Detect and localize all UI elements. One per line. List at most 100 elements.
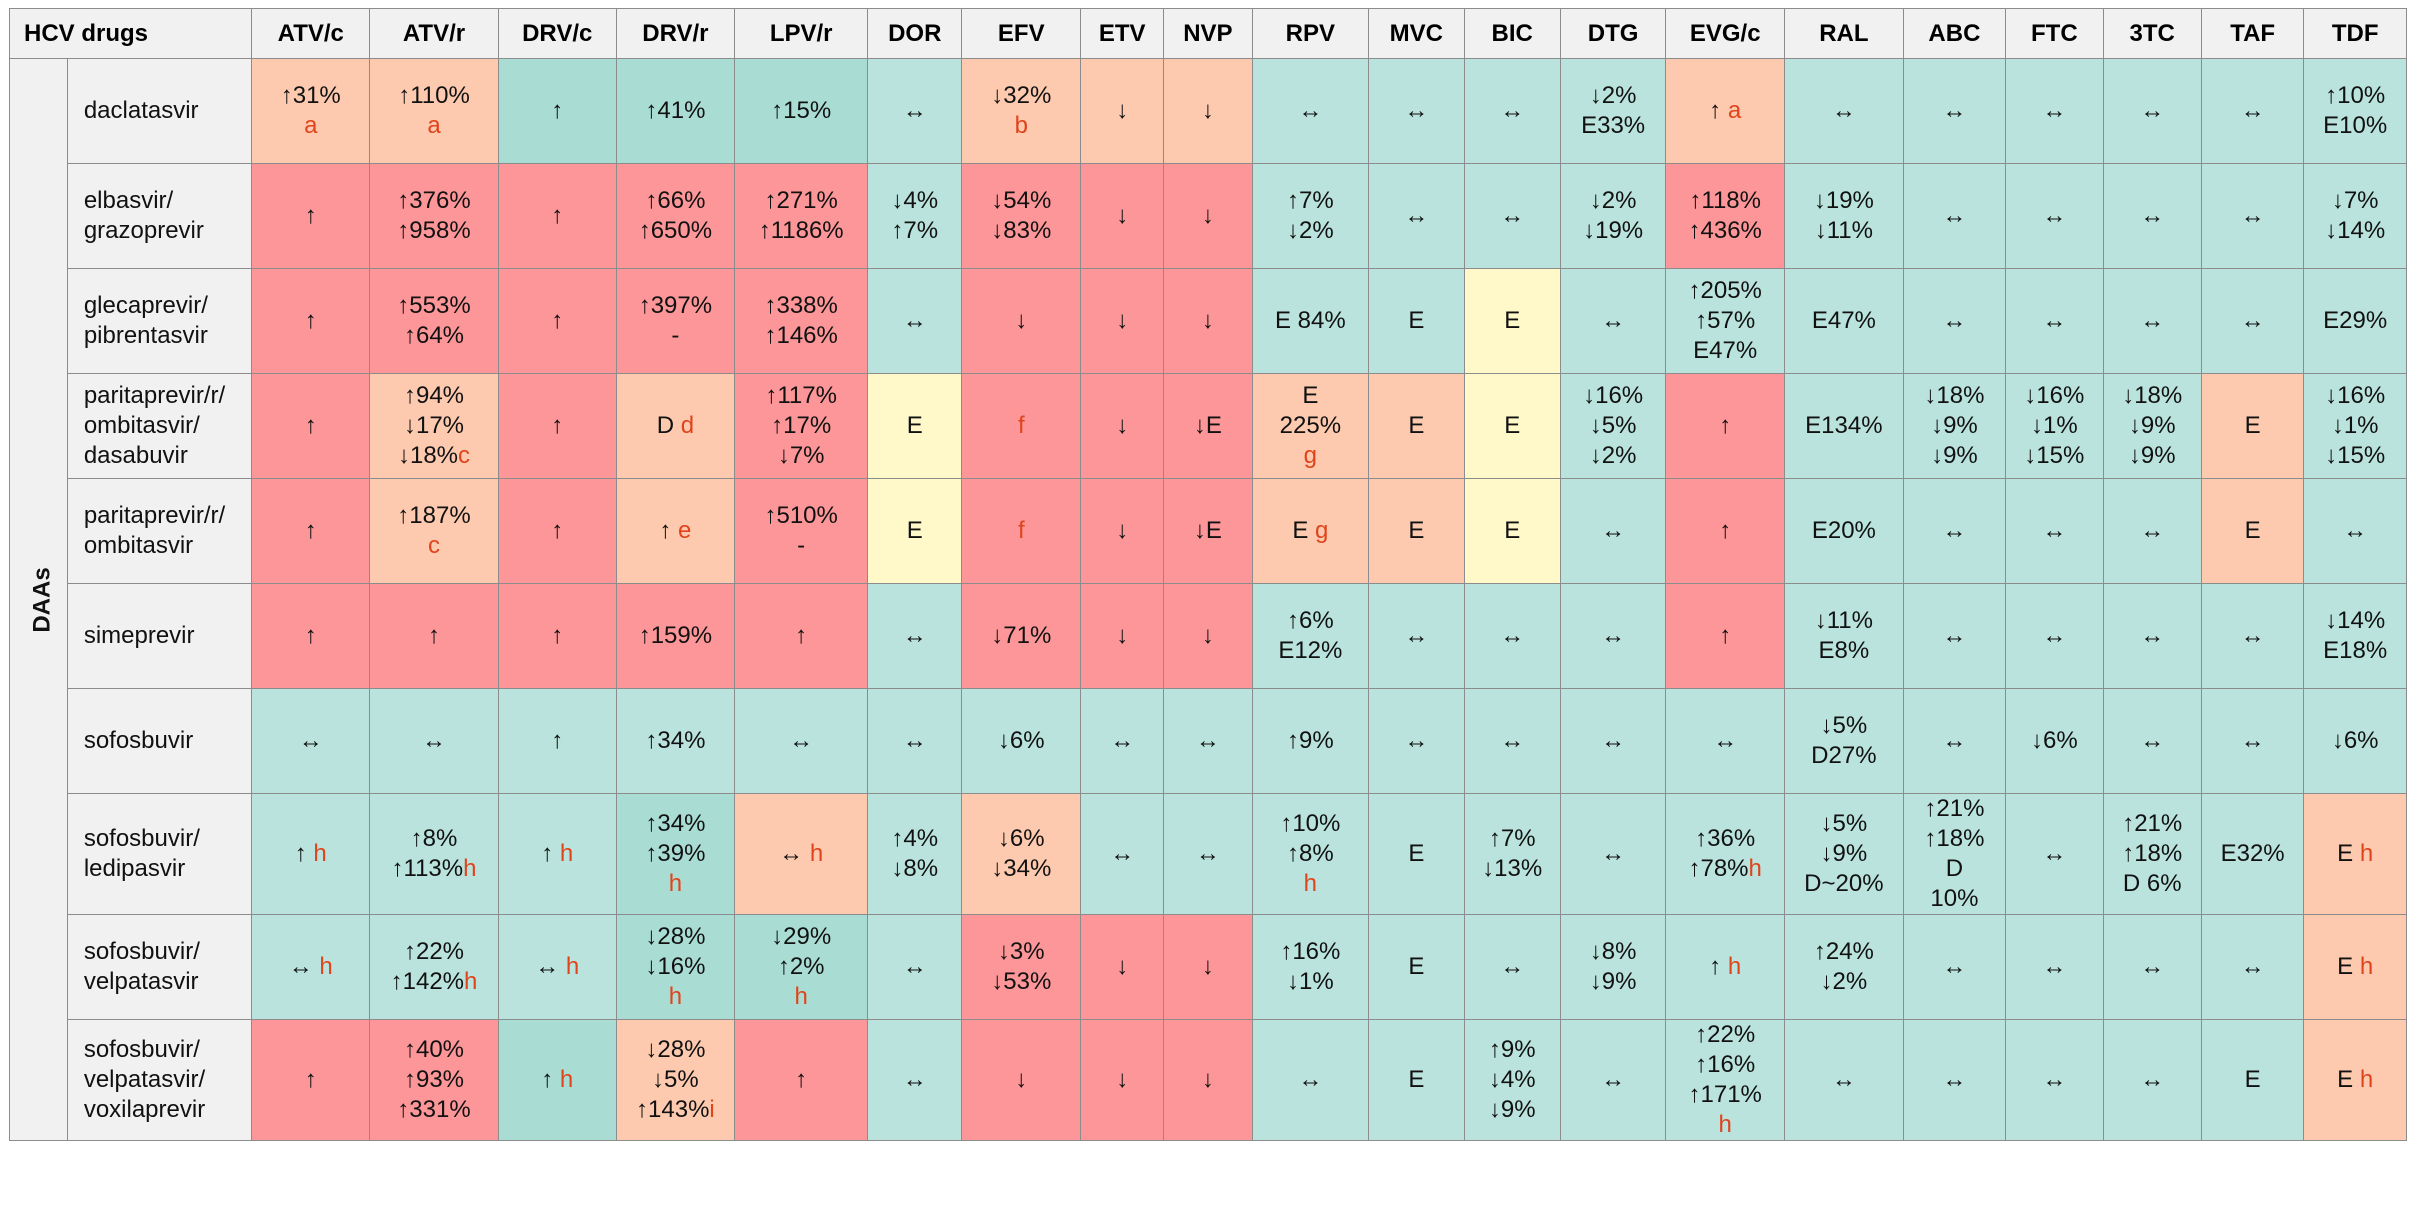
interaction-cell: ↔ <box>1163 793 1253 915</box>
interaction-line: ↔ <box>2104 306 2201 336</box>
interaction-value: ↔ <box>1942 622 1967 649</box>
interaction-line: E18% <box>2304 636 2406 666</box>
interaction-cell: E h <box>2303 1019 2407 1141</box>
interaction-value: ↑110% <box>398 82 470 109</box>
interaction-line: b <box>962 111 1080 141</box>
interaction-value: E32% <box>2220 840 2285 867</box>
interaction-value: ↔ <box>2042 953 2067 980</box>
interaction-line: ↔ <box>2104 1065 2201 1095</box>
interaction-line: ↔ <box>2006 96 2102 126</box>
interaction-value: ↓18% <box>2122 382 2183 409</box>
interaction-value: ↓8% <box>891 855 939 882</box>
interaction-value: ↓5% <box>1589 412 1637 439</box>
interaction-cell: ↔ <box>2005 478 2104 584</box>
interaction-value: ↓3% <box>997 938 1045 965</box>
interaction-cell: ↔ <box>2102 478 2202 584</box>
interaction-value: ↓71% <box>991 622 1052 649</box>
interaction-line: ↓2% <box>1561 441 1665 471</box>
interaction-cell: ↑ <box>1665 583 1786 689</box>
interaction-cell: E 225% g <box>1251 373 1370 479</box>
interaction-line: ↓3% <box>962 937 1080 967</box>
drug-name-cell: paritaprevir/r/ombitasvir/dasabuvir <box>66 373 253 479</box>
interaction-cell: ↑16% ↓1% <box>1251 914 1370 1020</box>
interaction-cell: ↓6% <box>961 688 1082 794</box>
interaction-line: ↑21% <box>2104 809 2201 839</box>
interaction-line: ↔ <box>2006 839 2102 869</box>
interaction-line: ↓16% <box>1561 381 1665 411</box>
interaction-cell: E134% <box>1784 373 1904 479</box>
interaction-cell: ↓16% ↓1% ↓15% <box>2005 373 2104 479</box>
interaction-line: ↑7% <box>1465 824 1560 854</box>
interaction-value: ↑10% <box>1280 810 1341 837</box>
interaction-value: ↑18% <box>2122 840 2183 867</box>
interaction-line: ↓9% <box>1465 1095 1560 1125</box>
interaction-line: E20% <box>1785 516 1903 546</box>
interaction-line: ↑6% <box>1253 606 1369 636</box>
interaction-cell: ↓3% ↓53% <box>961 914 1082 1020</box>
interaction-value: ↔ <box>1942 727 1967 754</box>
interaction-line: ↑4% <box>868 824 961 854</box>
interaction-line: c <box>370 531 498 561</box>
interaction-line: ↔ <box>1666 726 1784 756</box>
interaction-cell: ↑ <box>497 373 617 479</box>
interaction-value: ↑9% <box>1287 727 1334 754</box>
interaction-value: ↑ <box>304 1066 317 1093</box>
interaction-line: ↑ <box>499 96 616 126</box>
interaction-line: ↓19% <box>1785 186 1903 216</box>
interaction-value: ↓ <box>1116 622 1129 649</box>
interaction-cell: ↑34% ↑39% h <box>615 793 736 915</box>
interaction-value: ↑66% <box>645 187 706 214</box>
interaction-value: ↑ <box>551 622 564 649</box>
interaction-line: E <box>1253 381 1369 411</box>
interaction-cell: ↑159% <box>615 583 736 689</box>
interaction-cell: ↓ <box>961 268 1082 374</box>
interaction-cell: E <box>1368 793 1465 915</box>
interaction-cell: ↔ <box>2200 268 2305 374</box>
footnote-marker: a <box>1727 97 1742 124</box>
interaction-line: ↓11% <box>1785 606 1903 636</box>
interaction-cell: ↓16% ↓5% ↓2% <box>1559 373 1667 479</box>
interaction-cell: ↔ <box>2102 58 2202 164</box>
interaction-line: ↑64% <box>370 321 498 351</box>
interaction-value: ↓ <box>1015 1066 1028 1093</box>
interaction-cell: ↑7% ↓2% <box>1251 163 1370 269</box>
table-row: paritaprevir/r/ombitasvir ↑ ↑187% c ↑ ↑ e ↑510… <box>10 478 2407 584</box>
interaction-cell: ↓ <box>1080 478 1165 584</box>
footnote-marker: h <box>559 1066 574 1093</box>
interaction-line: ↓9% <box>1904 411 2005 441</box>
interaction-cell: ↑ <box>251 478 371 584</box>
footnote-marker: g <box>1315 517 1329 544</box>
interaction-value: ↔ <box>1404 622 1429 649</box>
interaction-value: E <box>2244 412 2261 439</box>
interaction-line: ↓4% <box>1465 1065 1560 1095</box>
interaction-cell: ↔ <box>2102 583 2202 689</box>
interaction-line: ↓9% <box>2104 441 2201 471</box>
interaction-line: ↓4% <box>868 186 961 216</box>
interaction-value: ↑510% <box>764 502 838 529</box>
interaction-cell: ↔ <box>369 688 499 794</box>
interaction-cell: ↓71% <box>961 583 1082 689</box>
interaction-line: ↑34% <box>617 809 735 839</box>
interaction-line: - <box>735 531 867 561</box>
interaction-line: ↑110% <box>370 81 498 111</box>
interaction-line: ↓ <box>1081 411 1163 441</box>
interaction-cell: ↑ <box>251 163 371 269</box>
interaction-value: ↓ <box>1201 307 1214 334</box>
interaction-value: E <box>1408 517 1425 544</box>
drug-name-line: velpatasvir <box>83 968 199 995</box>
interaction-line: ↑94% <box>370 381 498 411</box>
interaction-value: ↓16% <box>1583 382 1644 409</box>
interaction-value: ↑331% <box>397 1096 471 1123</box>
interaction-value: ↑ <box>551 307 564 334</box>
interaction-value: ↓E <box>1193 412 1222 439</box>
interaction-line: E29% <box>2304 306 2406 336</box>
interaction-cell: ↑118% ↑436% <box>1665 163 1786 269</box>
interaction-line: ↓17% <box>370 411 498 441</box>
interaction-line: ↑ <box>1666 621 1784 651</box>
interaction-cell: ↔ <box>1368 58 1465 164</box>
interaction-line: ↑ <box>735 621 867 651</box>
interaction-line: ↔ <box>1369 96 1463 126</box>
interaction-line: E <box>1369 516 1463 546</box>
drug-name-cell: sofosbuvir/velpatasvir <box>66 914 253 1020</box>
interaction-cell: ↑15% <box>734 58 869 164</box>
